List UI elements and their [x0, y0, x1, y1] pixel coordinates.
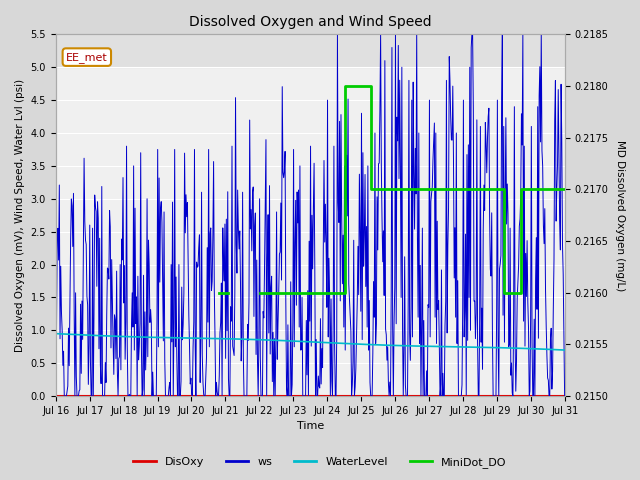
Y-axis label: Dissolved Oxygen (mV), Wind Speed, Water Lvl (psi): Dissolved Oxygen (mV), Wind Speed, Water… [15, 79, 25, 352]
Legend: DisOxy, ws, WaterLevel, MiniDot_DO: DisOxy, ws, WaterLevel, MiniDot_DO [129, 452, 511, 472]
Bar [56, 35, 564, 67]
Text: EE_met: EE_met [66, 52, 108, 62]
X-axis label: Time: Time [296, 421, 324, 432]
Y-axis label: MD Dissolved Oxygen (mg/L): MD Dissolved Oxygen (mg/L) [615, 140, 625, 291]
Title: Dissolved Oxygen and Wind Speed: Dissolved Oxygen and Wind Speed [189, 15, 431, 29]
